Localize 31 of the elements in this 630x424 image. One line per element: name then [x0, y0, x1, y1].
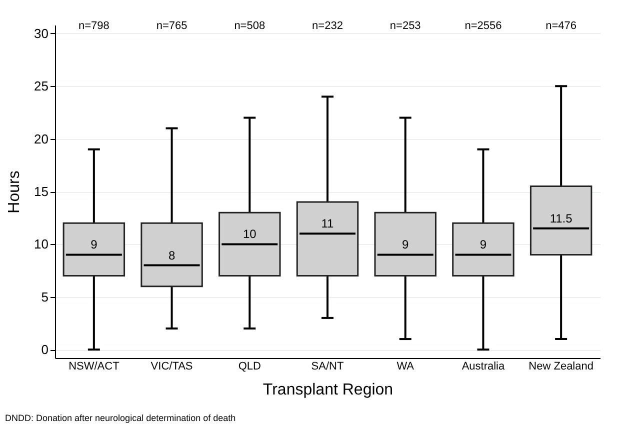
y-tick-label: 25 [34, 78, 48, 94]
annotation: 11.5 [550, 211, 573, 226]
x-tick-label: New Zealand [528, 360, 594, 372]
annotation: n=798 [78, 20, 110, 32]
y-axis-title: Hours [6, 170, 24, 214]
annotation: n=508 [234, 20, 266, 32]
x-tick-label: SA/NT [311, 360, 344, 372]
annotation: 9 [90, 238, 98, 252]
annotation: 9 [402, 238, 410, 252]
annotation: n=2556 [464, 20, 502, 32]
x-axis-title: Transplant Region [262, 382, 394, 398]
y-tick-label: 15 [34, 184, 48, 199]
y-tick-label: 5 [41, 289, 48, 304]
x-tick-label: Australia [462, 360, 506, 372]
annotation: 10 [242, 227, 257, 242]
annotation: n=765 [156, 20, 188, 32]
x-tick-label: WA [396, 360, 415, 372]
annotation: n=253 [390, 20, 421, 32]
y-tick-label: 0 [41, 342, 48, 358]
y-tick-label: 10 [34, 236, 48, 252]
x-tick-label: VIC/TAS [150, 360, 193, 372]
annotation: 11 [321, 216, 334, 231]
annotation: 8 [168, 248, 176, 262]
text: DNDD: Donation after neurological determination of death [5, 413, 236, 423]
x-tick-label: QLD [238, 360, 262, 372]
y-tick-label: 30 [34, 26, 48, 41]
annotation: n=476 [546, 20, 577, 32]
y-tick-label: 20 [34, 131, 48, 146]
annotation: n=232 [312, 20, 343, 32]
x-tick-label: NSW/ACT [68, 360, 120, 372]
annotation: 9 [480, 238, 487, 252]
